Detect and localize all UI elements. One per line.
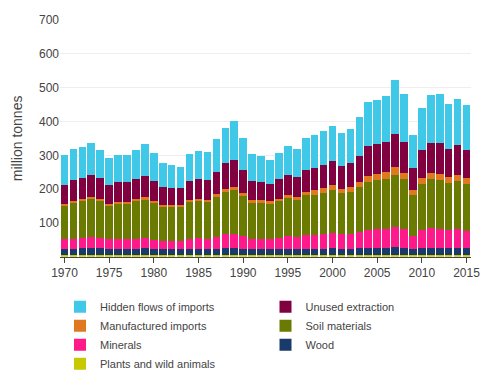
svg-text:Manufactured imports: Manufactured imports (100, 320, 207, 332)
svg-text:500: 500 (39, 81, 59, 95)
svg-text:1980: 1980 (140, 266, 167, 280)
svg-text:200: 200 (39, 182, 59, 196)
svg-text:1975: 1975 (96, 266, 123, 280)
svg-text:1985: 1985 (185, 266, 212, 280)
svg-text:Soil materials: Soil materials (306, 320, 373, 332)
svg-text:Plants and wild animals: Plants and wild animals (100, 358, 215, 370)
svg-text:1990: 1990 (230, 266, 257, 280)
svg-text:2010: 2010 (409, 266, 436, 280)
svg-text:Wood: Wood (306, 339, 335, 351)
svg-text:1970: 1970 (51, 266, 78, 280)
svg-text:100: 100 (39, 216, 59, 230)
svg-text:Unused extraction: Unused extraction (306, 301, 395, 313)
svg-text:2005: 2005 (364, 266, 391, 280)
svg-text:700: 700 (39, 13, 59, 27)
svg-text:600: 600 (39, 47, 59, 61)
svg-text:1995: 1995 (274, 266, 301, 280)
svg-text:2000: 2000 (319, 266, 346, 280)
svg-text:Minerals: Minerals (100, 339, 142, 351)
svg-text:million tonnes: million tonnes (9, 96, 25, 182)
svg-text:400: 400 (39, 115, 59, 129)
svg-text:Hidden flows of imports: Hidden flows of imports (100, 301, 215, 313)
svg-text:2015: 2015 (453, 266, 480, 280)
svg-text:300: 300 (39, 149, 59, 163)
